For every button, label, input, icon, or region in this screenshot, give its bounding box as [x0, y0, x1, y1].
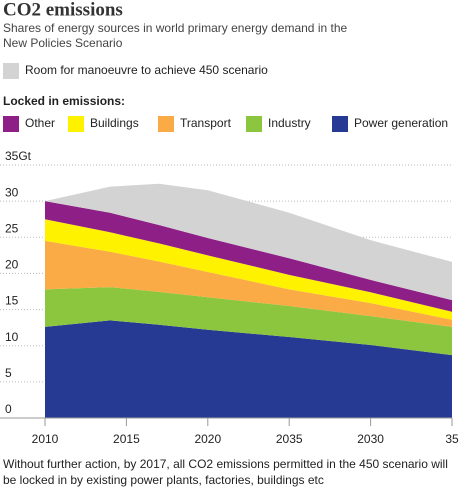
x-tick-label: 2030 — [357, 432, 384, 446]
y-tick-label: 0 — [5, 402, 12, 416]
legend-swatch — [3, 63, 19, 79]
footnote: Without further action, by 2017, all CO2… — [3, 457, 448, 471]
legend-label: Transport — [180, 116, 232, 130]
y-tick-label: 30 — [5, 185, 19, 199]
chart-title: CO2 emissions — [3, 0, 123, 20]
subtitle: Shares of energy sources in world primar… — [3, 21, 348, 35]
subtitle: New Policies Scenario — [3, 36, 123, 50]
y-tick-label: 20 — [5, 258, 19, 272]
y-tick-label: 5 — [5, 366, 12, 380]
legend-swatch — [3, 116, 19, 132]
legend-label: Other — [25, 116, 55, 130]
area — [45, 219, 452, 320]
footnote: be locked in by existing power plants, f… — [3, 473, 324, 487]
x-tick-label: 2020 — [194, 432, 221, 446]
legend-label: Room for manoeuvre to achieve 450 scenar… — [25, 63, 268, 77]
area — [45, 320, 452, 418]
x-tick-label: 2010 — [32, 432, 59, 446]
area — [45, 240, 452, 327]
x-tick-label: 35 — [445, 432, 459, 446]
y-tick-label: 15 — [5, 294, 19, 308]
x-tick-label: 2035 — [276, 432, 303, 446]
y-tick-label: 35Gt — [5, 149, 32, 163]
legend-swatch — [68, 116, 84, 132]
legend-label: Industry — [268, 116, 311, 130]
legend-label: Power generation — [354, 116, 448, 130]
y-tick-label: 10 — [5, 330, 19, 344]
x-tick-label: 2015 — [113, 432, 140, 446]
area — [45, 287, 452, 356]
legend-swatch — [332, 116, 348, 132]
area — [45, 183, 452, 301]
y-tick-label: 25 — [5, 221, 19, 235]
legend-heading: Locked in emissions: — [3, 94, 125, 108]
legend-swatch — [158, 116, 174, 132]
legend-label: Buildings — [90, 116, 139, 130]
area — [45, 201, 452, 312]
legend-swatch — [246, 116, 262, 132]
